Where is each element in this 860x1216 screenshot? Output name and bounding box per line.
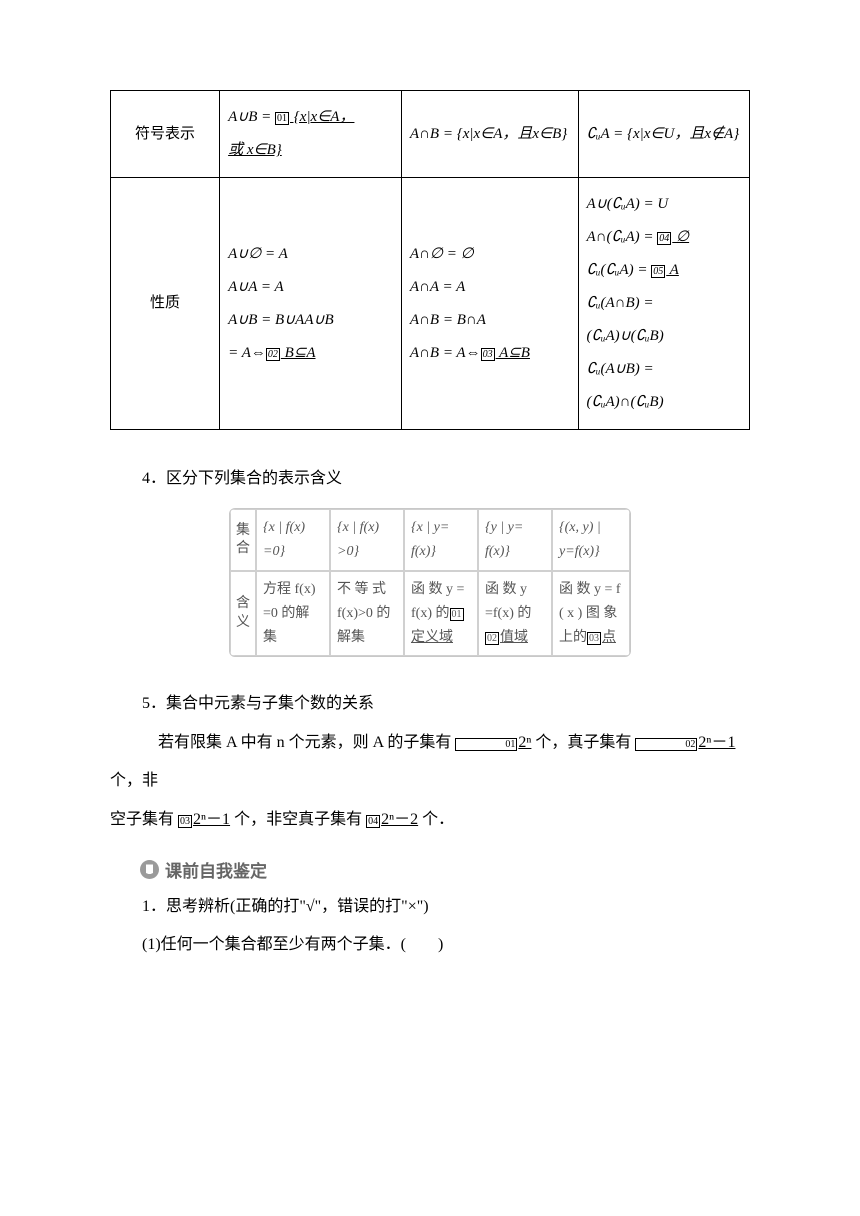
text: = A⇔ <box>228 345 266 361</box>
table-row: 性质 A∪∅ = A A∪A = A A∪B = B∪AA∪B = A⇔02 B… <box>111 178 750 430</box>
text: (∁ᵤA)∩(∁ᵤB) <box>587 394 664 410</box>
cell: {(x, y) | y=f(x)} <box>552 509 630 571</box>
blank-02: 02 <box>635 738 697 751</box>
cell: 不 等 式 f(x)>0 的解集 <box>330 571 404 656</box>
text: A∪B = <box>228 109 275 125</box>
cell: {x | f(x) >0} <box>330 509 404 571</box>
row-head-symbol: 符号表示 <box>111 91 220 178</box>
self-check-title: 课前自我鉴定 <box>165 857 267 882</box>
text: 函 数 y =f(x) 的 <box>485 582 531 621</box>
row-head-meaning: 含义 <box>230 571 256 656</box>
text: 点 <box>602 630 616 645</box>
section-5-title: 5．集合中元素与子集个数的关系 <box>110 685 750 723</box>
blank-03: 03 <box>587 632 601 645</box>
text: 或 x∈B} <box>228 142 282 158</box>
union-property-cell: A∪∅ = A A∪A = A A∪B = B∪AA∪B = A⇔02 B⊆A <box>220 178 402 430</box>
text: A∪∅ = A <box>228 246 288 262</box>
text: 空子集有 <box>110 811 178 828</box>
blank-02: 02 <box>266 348 280 361</box>
text: A∩B = B∩A <box>410 312 486 328</box>
blank-02: 02 <box>485 632 499 645</box>
section-5-body: 若有限集 A 中有 n 个元素，则 A 的子集有 012ⁿ 个，真子集有 022… <box>110 724 750 801</box>
text: A∩∅ = ∅ <box>410 246 474 262</box>
section-4-title: 4．区分下列集合的表示含义 <box>110 460 750 498</box>
section-5-body-2: 空子集有 032ⁿ－1 个，非空真子集有 042ⁿ－2 个． <box>110 801 750 839</box>
text: A∪(∁ᵤA) = U <box>587 196 669 212</box>
text: 个，非空真子集有 <box>230 811 366 828</box>
intersection-symbol-cell: A∩B = {x|x∈A，且x∈B} <box>401 91 578 178</box>
set-operations-table: 符号表示 A∪B = 01 {x|x∈A， 或 x∈B} A∩B = {x|x∈… <box>110 90 750 430</box>
text: {x|x∈A， <box>290 109 354 125</box>
cell: 函 数 y = f(x) 的01 定义域 <box>404 571 478 656</box>
text: ∅ <box>672 229 689 245</box>
complement-property-cell: A∪(∁ᵤA) = U A∩(∁ᵤA) = 04 ∅ ∁ᵤ(∁ᵤA) = 05 … <box>578 178 749 430</box>
cell: {x | f(x) =0} <box>256 509 330 571</box>
blank-04: 04 <box>366 815 380 828</box>
blank-01: 01 <box>275 112 289 125</box>
text: 2ⁿ－1 <box>193 811 230 828</box>
cell: {y | y= f(x)} <box>478 509 552 571</box>
text: (∁ᵤA)∪(∁ᵤB) <box>587 328 664 344</box>
text: 若有限集 A 中有 n 个元素，则 A 的子集有 <box>158 734 455 751</box>
blank-03: 03 <box>178 815 192 828</box>
table-row: 集合 {x | f(x) =0} {x | f(x) >0} {x | y= f… <box>230 509 630 571</box>
cell: 函 数 y = f ( x ) 图 象 上的03点 <box>552 571 630 656</box>
text: A <box>666 262 679 278</box>
set-meaning-table: 集合 {x | f(x) =0} {x | f(x) >0} {x | y= f… <box>229 508 631 657</box>
blank-03: 03 <box>481 348 495 361</box>
intersection-property-cell: A∩∅ = ∅ A∩A = A A∩B = B∩A A∩B = A⇔03 A⊆B <box>401 178 578 430</box>
text: 定义域 <box>411 630 453 645</box>
text: A∩A = A <box>410 279 465 295</box>
text: A∩B = A⇔ <box>410 345 481 361</box>
cell: 函 数 y =f(x) 的 02值域 <box>478 571 552 656</box>
blank-01: 01 <box>455 738 517 751</box>
question-1-1: (1)任何一个集合都至少有两个子集．( ) <box>110 926 750 964</box>
row-head-property: 性质 <box>111 178 220 430</box>
cell: 方程 f(x) =0 的解集 <box>256 571 330 656</box>
text: ∁ᵤ(A∪B) = <box>587 361 654 377</box>
text: B⊆A <box>281 345 316 361</box>
text: A∩(∁ᵤA) = <box>587 229 658 245</box>
text: A⊆B <box>496 345 530 361</box>
text: A∪B = B∪AA∪B <box>228 312 334 328</box>
union-symbol-cell: A∪B = 01 {x|x∈A， 或 x∈B} <box>220 91 402 178</box>
text: 个，真子集有 <box>531 734 635 751</box>
bookmark-icon <box>140 860 159 879</box>
cell: {x | y= f(x)} <box>404 509 478 571</box>
text: 2ⁿ－1 <box>698 734 735 751</box>
complement-symbol-cell: ∁ᵤA = {x|x∈U，且x∉A} <box>578 91 749 178</box>
blank-05: 05 <box>651 265 665 278</box>
table-row: 含义 方程 f(x) =0 的解集 不 等 式 f(x)>0 的解集 函 数 y… <box>230 571 630 656</box>
text: 2ⁿ <box>518 734 531 751</box>
row-head-set: 集合 <box>230 509 256 571</box>
text: ∁ᵤ(A∩B) = <box>587 295 654 311</box>
table-row: 符号表示 A∪B = 01 {x|x∈A， 或 x∈B} A∩B = {x|x∈… <box>111 91 750 178</box>
text: ∁ᵤ(∁ᵤA) = <box>587 262 652 278</box>
blank-01: 01 <box>450 608 464 621</box>
text: 个． <box>418 811 454 828</box>
text: 2ⁿ－2 <box>381 811 418 828</box>
text: 值域 <box>500 630 528 645</box>
text: 个，非 <box>110 772 158 789</box>
text: A∪A = A <box>228 279 284 295</box>
blank-04: 04 <box>657 232 671 245</box>
question-1: 1．思考辨析(正确的打"√"，错误的打"×") <box>110 888 750 926</box>
self-check-header: 课前自我鉴定 <box>140 857 750 882</box>
